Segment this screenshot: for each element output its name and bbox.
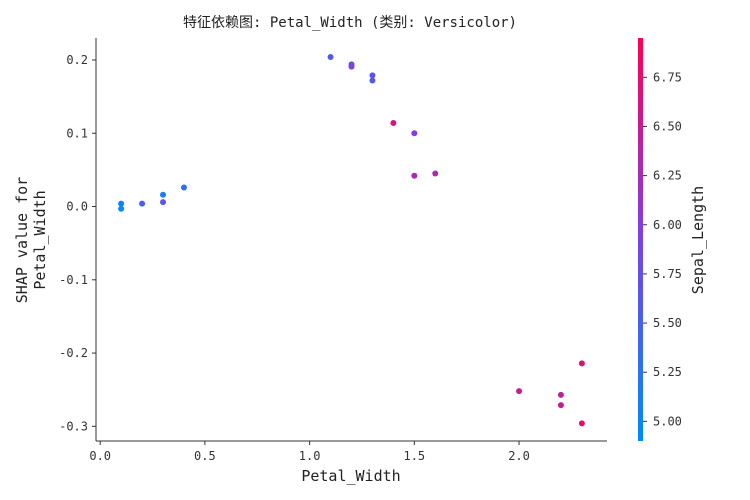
data-point — [369, 77, 376, 84]
data-point — [578, 360, 585, 367]
colorbar-tick-label: 6.00 — [653, 218, 682, 232]
colorbar-tick-label: 6.75 — [653, 70, 682, 84]
data-point — [432, 170, 439, 177]
colorbar-ticks: 5.00 5.25 5.50 5.75 6.00 6.25 6.50 6.75 — [643, 70, 682, 428]
x-tick-label: 1.5 — [403, 449, 425, 463]
colorbar-label: Sepal_Length — [689, 186, 707, 294]
y-ticks: 0.2 0.1 0.0 -0.1 -0.2 -0.3 — [59, 53, 96, 433]
colorbar-gradient — [638, 38, 643, 441]
y-tick-label: -0.1 — [59, 273, 88, 287]
x-ticks: 0.0 0.5 1.0 1.5 2.0 — [89, 441, 530, 463]
colorbar-tick-label: 6.25 — [653, 169, 682, 183]
data-point — [139, 200, 146, 207]
data-point — [411, 172, 418, 179]
colorbar-tick-label: 5.75 — [653, 267, 682, 281]
colorbar-tick-label: 5.50 — [653, 316, 682, 330]
x-tick-label: 2.0 — [508, 449, 530, 463]
y-axis-label: SHAP value for Petal_Width — [13, 177, 49, 303]
data-point — [557, 402, 564, 409]
y-axis-label-line-1: SHAP value for — [13, 177, 31, 303]
y-tick-label: 0.2 — [66, 53, 88, 67]
data-point — [180, 184, 187, 191]
x-axis-label: Petal_Width — [301, 467, 400, 485]
data-point — [557, 391, 564, 398]
chart-title: 特征依赖图: Petal_Width (类别: Versicolor) — [183, 15, 517, 31]
y-tick-label: -0.3 — [59, 419, 88, 433]
colorbar-tick-label: 6.50 — [653, 119, 682, 133]
data-point — [118, 205, 125, 212]
x-tick-label: 0.0 — [89, 449, 111, 463]
plot-area: 0.0 0.5 1.0 1.5 2.0 0.2 0.1 0.0 -0.1 -0.2 -0.3 — [59, 38, 607, 463]
colorbar: 5.00 5.25 5.50 5.75 6.00 6.25 6.50 6.75 Sepal_L… — [638, 38, 707, 441]
data-point — [327, 54, 334, 61]
y-tick-label: -0.2 — [59, 346, 88, 360]
colorbar-tick-label: 5.00 — [653, 414, 682, 428]
scatter-points — [118, 54, 585, 427]
data-point — [578, 420, 585, 427]
y-tick-label: 0.1 — [66, 126, 88, 140]
data-point — [118, 200, 125, 207]
x-tick-label: 1.0 — [299, 449, 321, 463]
data-point — [160, 199, 167, 206]
data-point — [411, 130, 418, 137]
colorbar-tick-label: 5.25 — [653, 365, 682, 379]
data-point — [160, 191, 167, 198]
y-tick-label: 0.0 — [66, 200, 88, 214]
data-point — [390, 119, 397, 126]
data-point — [369, 72, 376, 79]
data-point — [516, 388, 523, 395]
x-tick-label: 0.5 — [194, 449, 216, 463]
data-point — [348, 63, 355, 70]
y-axis-label-line-2: Petal_Width — [31, 190, 49, 289]
